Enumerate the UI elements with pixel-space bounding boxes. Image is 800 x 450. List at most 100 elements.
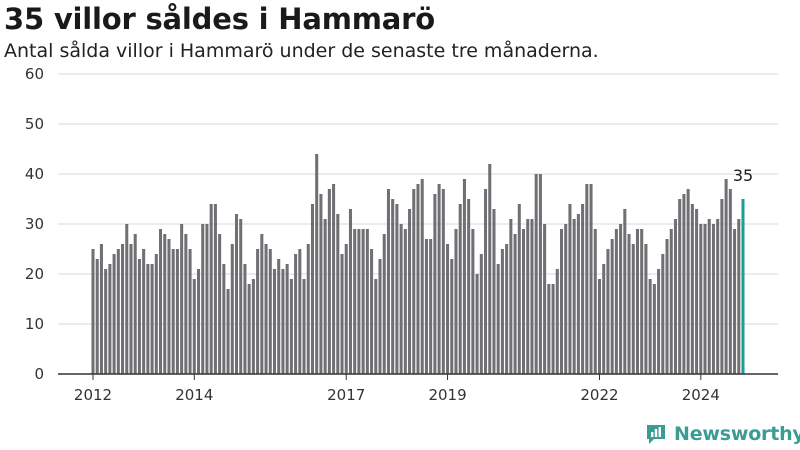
bar	[403, 229, 407, 374]
bar	[538, 174, 542, 374]
bar	[644, 244, 648, 374]
y-tick-label: 50	[25, 115, 44, 133]
bar	[251, 279, 255, 374]
bar	[197, 269, 201, 374]
bar	[163, 234, 167, 374]
bar	[597, 279, 602, 374]
x-tick-label: 2019	[428, 386, 466, 404]
bar	[695, 209, 699, 374]
bar	[446, 244, 450, 374]
bar	[323, 219, 327, 374]
bar	[484, 189, 488, 374]
bar	[716, 219, 720, 374]
bar	[167, 239, 171, 374]
last-value-label: 35	[733, 166, 753, 185]
bar	[150, 264, 154, 374]
bar	[171, 249, 175, 374]
bar	[534, 174, 538, 374]
bar	[669, 229, 673, 374]
bar	[142, 249, 146, 374]
bar	[256, 249, 260, 374]
bar	[294, 254, 298, 374]
bar	[429, 239, 433, 374]
bar	[690, 204, 694, 374]
bar	[184, 234, 188, 374]
bar	[568, 204, 572, 374]
bar	[332, 184, 336, 374]
bar	[327, 189, 331, 374]
bar	[336, 214, 340, 374]
bar	[412, 189, 416, 374]
bar	[640, 229, 644, 374]
bar	[218, 234, 222, 374]
bar	[665, 239, 669, 374]
bar	[479, 254, 483, 374]
bar	[277, 259, 281, 374]
bar	[458, 204, 462, 374]
bar	[492, 209, 496, 374]
bar	[631, 244, 635, 374]
bar	[619, 224, 623, 374]
bar	[226, 289, 230, 374]
bar	[488, 164, 492, 374]
bar	[454, 229, 458, 374]
bar	[285, 264, 289, 374]
bar	[95, 259, 99, 374]
bar	[543, 224, 547, 374]
y-tick-label: 40	[25, 165, 44, 183]
bar	[623, 209, 627, 374]
bar	[154, 254, 158, 374]
bar	[585, 184, 589, 374]
y-tick-label: 60	[25, 65, 44, 83]
brand-logo: Newsworthy	[645, 421, 800, 447]
bar	[302, 279, 306, 374]
bar	[606, 249, 610, 374]
x-tick-label: 2012	[74, 386, 112, 404]
bar	[213, 204, 217, 374]
bar	[408, 209, 412, 374]
bar	[555, 269, 559, 374]
bar	[353, 229, 357, 374]
bar	[610, 239, 614, 374]
bar	[391, 199, 395, 374]
bar	[652, 284, 656, 374]
bar	[648, 279, 652, 374]
bar	[137, 259, 141, 374]
bar	[365, 229, 369, 374]
bar	[361, 229, 365, 374]
x-tick-label: 2014	[175, 386, 213, 404]
bar	[108, 264, 112, 374]
bar	[268, 249, 272, 374]
bar	[450, 259, 454, 374]
bar	[306, 244, 310, 374]
bar	[441, 189, 445, 374]
chart-subtitle: Antal sålda villor i Hammarö under de se…	[4, 40, 599, 62]
bar	[635, 229, 639, 374]
bar	[99, 244, 103, 374]
bar	[243, 264, 247, 374]
bar	[711, 224, 715, 374]
bar	[399, 224, 403, 374]
bar	[319, 194, 323, 374]
bar	[572, 219, 576, 374]
bar	[344, 244, 348, 374]
bar	[205, 224, 209, 374]
bar	[673, 219, 677, 374]
y-tick-label: 10	[25, 315, 44, 333]
bar	[526, 219, 530, 374]
bar	[222, 264, 226, 374]
bar	[433, 194, 437, 374]
bar	[121, 244, 125, 374]
bar	[661, 254, 665, 374]
bar	[707, 219, 711, 374]
bar	[678, 199, 682, 374]
bar	[104, 269, 108, 374]
bar	[201, 224, 205, 374]
bar	[272, 269, 277, 374]
bar	[340, 254, 344, 374]
bar	[209, 204, 213, 374]
bar	[551, 284, 555, 374]
y-tick-label: 0	[34, 365, 44, 383]
bar	[298, 249, 302, 374]
bar	[467, 199, 471, 374]
